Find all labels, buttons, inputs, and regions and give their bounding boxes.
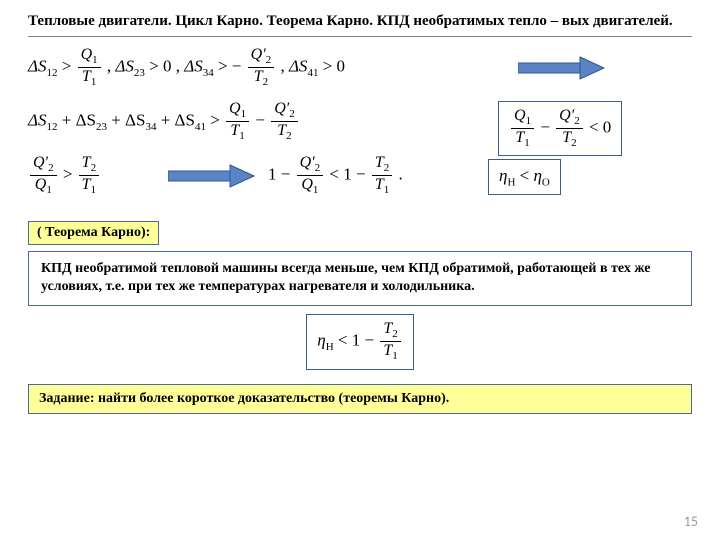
final-formula: ηН < 1 − T2T1	[28, 314, 692, 369]
equation-row-2: ΔS12 + ΔS23 + ΔS34 + ΔS41 > Q1T1 − Q′2T2…	[28, 101, 692, 147]
arrow-icon	[518, 55, 606, 81]
task-text: Задание: найти более короткое доказатель…	[28, 384, 692, 414]
equation-row-1: ΔS12 > Q1T1 , ΔS23 > 0 , ΔS34 > − Q′2T2 …	[28, 47, 692, 93]
arrow-icon	[168, 163, 256, 189]
equation-row-3: Q′2Q1 > T2T1 1 − Q′2Q1 < 1 − T2T1 . ηН <…	[28, 155, 692, 207]
theorem-text: КПД необратимой тепловой машины всегда м…	[28, 251, 692, 307]
page-number: 15	[684, 513, 698, 530]
boxed-inequality-1: Q1T1 − Q′2T2 < 0	[498, 101, 622, 156]
theorem-label: ( Теорема Карно):	[28, 221, 159, 245]
boxed-inequality-2: ηН < ηО	[488, 159, 561, 195]
page-title: Тепловые двигатели. Цикл Карно. Теорема …	[28, 12, 692, 37]
